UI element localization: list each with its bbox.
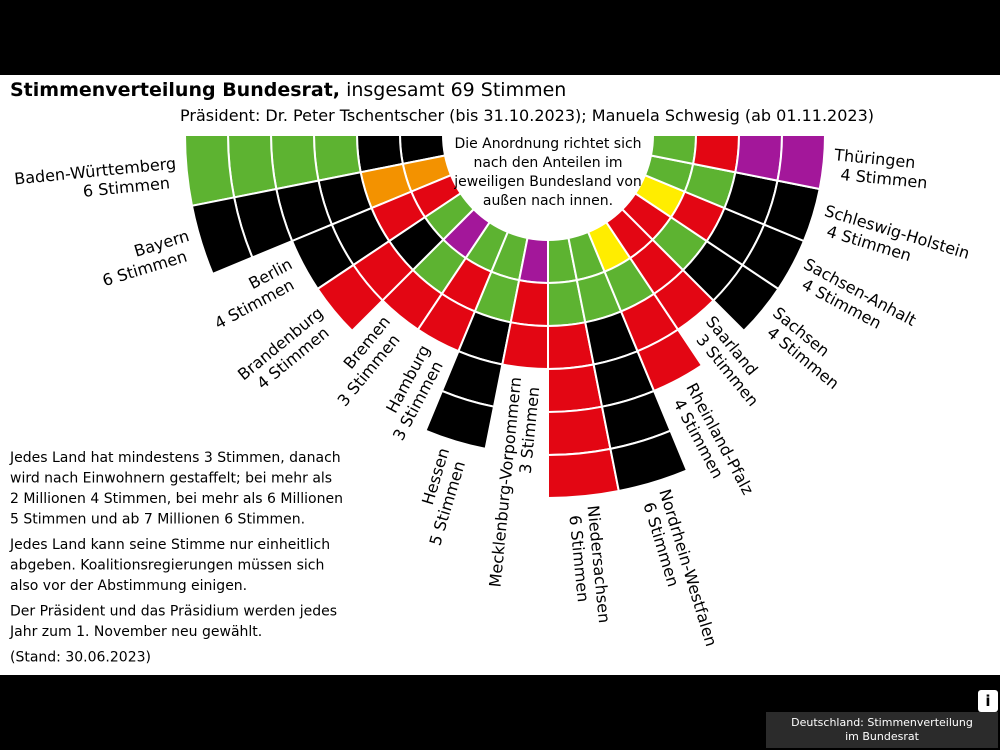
note-line: Jahr zum 1. November neu gewählt. [9, 624, 262, 640]
title: Stimmenverteilung Bundesrat, insgesamt 6… [10, 79, 566, 101]
seat [424, 389, 496, 451]
center-note: außen nach innen. [483, 193, 613, 209]
note-line: Der Präsident und das Präsidium werden j… [10, 604, 337, 620]
seat [269, 134, 320, 191]
seat [609, 429, 689, 493]
caption-box [766, 712, 998, 748]
seat [636, 328, 704, 393]
caption-line: im Bundesrat [845, 730, 920, 743]
note-line: abgeben. Koalitionsregierungen müssen si… [10, 558, 324, 574]
note-line: Jedes Land kann seine Stimme nur einheit… [9, 537, 330, 553]
note-line: 5 Stimmen und ab 7 Millionen 6 Stimmen. [10, 512, 305, 528]
title-main: Stimmenverteilung Bundesrat, [10, 79, 340, 101]
note-line: wird nach Einwohnern gestaffelt; bei meh… [10, 471, 332, 487]
seat [316, 263, 384, 333]
center-note: nach den Anteilen im [473, 155, 622, 171]
info-button[interactable] [978, 690, 998, 712]
note-line: (Stand: 30.06.2023) [10, 650, 151, 666]
seat [501, 321, 549, 371]
info-icon[interactable]: i [985, 692, 990, 710]
note-line: 2 Millionen 4 Stimmen, bei mehr als 6 Mi… [10, 491, 343, 507]
center-note: jeweiligen Bundesland von [453, 174, 642, 190]
note-line: also vor der Abstimmung einigen. [10, 578, 247, 594]
seat [183, 134, 236, 207]
title-suffix: insgesamt 69 Stimmen [346, 79, 566, 101]
seat [547, 447, 620, 500]
notes: Jedes Land hat mindestens 3 Stimmen, dan… [9, 450, 343, 666]
seat [547, 405, 612, 457]
note-line: Jedes Land hat mindestens 3 Stimmen, dan… [9, 450, 341, 466]
center-note: Die Anordnung richtet sich [454, 136, 641, 152]
subtitle: Präsident: Dr. Peter Tschentscher (bis 3… [180, 106, 874, 125]
caption-line: Deutschland: Stimmenverteilung [791, 716, 973, 729]
seat [734, 134, 784, 182]
seat [776, 134, 827, 191]
seat [547, 363, 604, 414]
seat [226, 134, 278, 199]
seat [190, 196, 254, 276]
